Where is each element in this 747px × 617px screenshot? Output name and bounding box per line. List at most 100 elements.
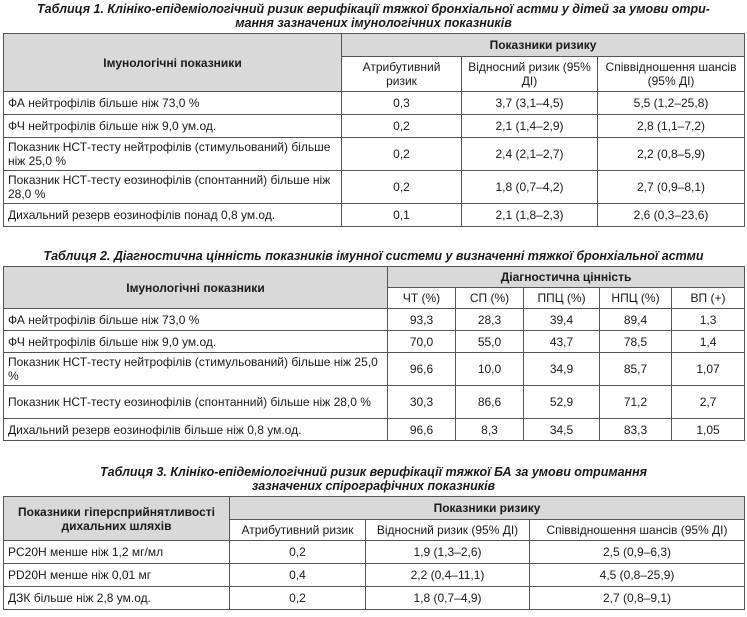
cell-value: 96,6 bbox=[387, 418, 456, 441]
cell-value: 1,05 bbox=[670, 418, 746, 441]
cell-rr: 1,9 (1,3–2,6) bbox=[365, 540, 530, 564]
table-row: PD20H менше ніж 0,01 мг 0,4 2,2 (0,4–11,… bbox=[3, 563, 745, 587]
cell-or: 2,6 (0,3–23,6) bbox=[597, 203, 745, 227]
row-label: Дихальний резерв еозинофілів понад 0,8 у… bbox=[3, 203, 342, 227]
row-label: ФЧ нейтрофілів більше ніж 9,0 ум.од. bbox=[3, 330, 388, 353]
table3-caption: Таблиця 3. Клініко-епідеміологічний ризи… bbox=[0, 465, 747, 493]
cell-rr: 2,1 (1,8–2,3) bbox=[461, 203, 598, 227]
table-row: Показник НСТ-тесту нейтрофілів (стимульо… bbox=[3, 352, 746, 386]
table1-caption-line1: Таблиця 1. Клініко-епідеміологічний ризи… bbox=[37, 2, 710, 16]
cell-value: 55,0 bbox=[455, 330, 524, 353]
cell-rr: 3,7 (3,1–4,5) bbox=[461, 91, 598, 115]
table1-group-header: Показники ризику bbox=[341, 33, 745, 57]
cell-value: 89,4 bbox=[599, 308, 672, 331]
cell-ar: 0,2 bbox=[341, 114, 462, 138]
cell-value: 78,5 bbox=[599, 330, 672, 353]
row-label: Показник НСТ-тесту еозинофілів (спонтанн… bbox=[3, 170, 342, 204]
cell-rr: 2,1 (1,4–2,9) bbox=[461, 114, 598, 138]
row-label: Показник НСТ-тесту нейтрофілів (стимульо… bbox=[3, 352, 388, 386]
cell-value: 1,3 bbox=[670, 308, 746, 331]
row-label: ФА нейтрофілів більше ніж 73,0 % bbox=[3, 91, 342, 115]
cell-or: 2,7 (0,8–9,1) bbox=[529, 586, 745, 610]
cell-value: 52,9 bbox=[523, 385, 600, 419]
cell-ar: 0,1 bbox=[341, 203, 462, 227]
table-row: ДЗК більше ніж 2,8 ум.од. 0,2 1,8 (0,7–4… bbox=[3, 586, 745, 610]
cell-or: 5,5 (1,2–25,8) bbox=[597, 91, 745, 115]
table3-col-header: Атрибутивний ризик bbox=[229, 519, 366, 541]
cell-ar: 0,3 bbox=[341, 91, 462, 115]
table2-col-header: НПЦ (%) bbox=[599, 287, 672, 309]
row-label: Показник НСТ-тесту нейтрофілів (стимульо… bbox=[3, 137, 342, 171]
cell-rr: 2,2 (0,4–11,1) bbox=[365, 563, 530, 587]
cell-value: 85,7 bbox=[599, 352, 672, 386]
table3-row-header: Показники гіперсприйнятливості дихальних… bbox=[3, 496, 230, 541]
table2-col-header: ЧТ (%) bbox=[387, 287, 456, 309]
table1-row-header: Імунологічні показники bbox=[3, 33, 342, 92]
cell-value: 39,4 bbox=[523, 308, 600, 331]
cell-ar: 0,2 bbox=[229, 540, 366, 564]
table-row: Показник НСТ-тесту нейтрофілів (стимульо… bbox=[3, 137, 745, 171]
table2-group-header: Діагностична цінність bbox=[386, 266, 746, 288]
row-label: Показник НСТ-тесту еозинофілів (спонтанн… bbox=[3, 385, 388, 419]
row-label: ФА нейтрофілів більше ніж 73,0 % bbox=[3, 308, 388, 331]
table-row: PC20H менше ніж 1,2 мг/мл 0,2 1,9 (1,3–2… bbox=[3, 540, 745, 564]
table2: Імунологічні показники Діагностична цінн… bbox=[3, 266, 746, 441]
table-row: ФЧ нейтрофілів більше ніж 9,0 ум.од. 0,2… bbox=[3, 114, 745, 138]
row-label: PD20H менше ніж 0,01 мг bbox=[3, 563, 230, 587]
table1: Імунологічні показники Показники ризику … bbox=[3, 33, 745, 227]
table-row: Дихальний резерв еозинофілів понад 0,8 у… bbox=[3, 203, 745, 227]
table2-col-header: ППЦ (%) bbox=[523, 287, 600, 309]
cell-value: 1,4 bbox=[670, 330, 746, 353]
table3-col-header: Відносний ризик (95% ДІ) bbox=[365, 519, 530, 541]
cell-or: 2,7 (0,9–8,1) bbox=[597, 170, 745, 204]
table3-caption-line2: зазначених спірографічних показників bbox=[251, 479, 496, 493]
cell-value: 83,3 bbox=[599, 418, 672, 441]
cell-value: 30,3 bbox=[387, 385, 456, 419]
cell-value: 10,0 bbox=[455, 352, 524, 386]
table3-col-header: Співвідношення шансів (95% ДІ) bbox=[529, 519, 745, 541]
cell-rr: 1,8 (0,7–4,2) bbox=[461, 170, 598, 204]
cell-value: 1,07 bbox=[670, 352, 746, 386]
table2-col-header: ВП (+) bbox=[670, 287, 746, 309]
table-row: ФА нейтрофілів більше ніж 73,0 % 0,3 3,7… bbox=[3, 91, 745, 115]
cell-or: 4,5 (0,8–25,9) bbox=[529, 563, 745, 587]
table-row: ФА нейтрофілів більше ніж 73,0 % 93,3 28… bbox=[3, 308, 746, 331]
table-row: Показник НСТ-тесту еозинофілів (спонтанн… bbox=[3, 385, 746, 419]
table-row: ФЧ нейтрофілів більше ніж 9,0 ум.од. 70,… bbox=[3, 330, 746, 353]
cell-value: 34,9 bbox=[523, 352, 600, 386]
table2-col-header: СП (%) bbox=[455, 287, 524, 309]
cell-value: 93,3 bbox=[387, 308, 456, 331]
table1-col-header: Відносний ризик (95% ДІ) bbox=[461, 56, 598, 92]
cell-rr: 2,4 (2,1–2,7) bbox=[461, 137, 598, 171]
cell-ar: 0,2 bbox=[229, 586, 366, 610]
cell-rr: 1,8 (0,7–4,9) bbox=[365, 586, 530, 610]
row-label: ДЗК більше ніж 2,8 ум.од. bbox=[3, 586, 230, 610]
row-label: ФЧ нейтрофілів більше ніж 9,0 ум.од. bbox=[3, 114, 342, 138]
table2-row-header: Імунологічні показники bbox=[3, 266, 388, 309]
table1-caption-line2: мання зазначених імунологічних показникі… bbox=[235, 16, 512, 30]
cell-ar: 0,2 bbox=[341, 137, 462, 171]
table3-group-header: Показники ризику bbox=[229, 496, 745, 520]
cell-ar: 0,2 bbox=[341, 170, 462, 204]
cell-value: 70,0 bbox=[387, 330, 456, 353]
cell-value: 96,6 bbox=[387, 352, 456, 386]
cell-or: 2,5 (0,9–6,3) bbox=[529, 540, 745, 564]
row-label: PC20H менше ніж 1,2 мг/мл bbox=[3, 540, 230, 564]
table1-caption: Таблиця 1. Клініко-епідеміологічний ризи… bbox=[0, 2, 747, 30]
cell-ar: 0,4 bbox=[229, 563, 366, 587]
row-label: Дихальний резерв еозинофілів більше ніж … bbox=[3, 418, 388, 441]
table-row: Дихальний резерв еозинофілів більше ніж … bbox=[3, 418, 746, 441]
table1-col-header: Співвідношення шансів (95% ДІ) bbox=[597, 56, 745, 92]
table3-caption-line1: Таблиця 3. Клініко-епідеміологічний ризи… bbox=[99, 465, 647, 479]
cell-value: 28,3 bbox=[455, 308, 524, 331]
cell-value: 43,7 bbox=[523, 330, 600, 353]
cell-value: 86,6 bbox=[455, 385, 524, 419]
table-row: Показник НСТ-тесту еозинофілів (спонтанн… bbox=[3, 170, 745, 204]
cell-value: 2,7 bbox=[670, 385, 746, 419]
table1-col-header: Атрибутивний ризик bbox=[341, 56, 462, 92]
cell-or: 2,8 (1,1–7,2) bbox=[597, 114, 745, 138]
cell-value: 8,3 bbox=[455, 418, 524, 441]
table3: Показники гіперсприйнятливості дихальних… bbox=[3, 496, 745, 610]
table2-caption: Таблиця 2. Діагностична цінність показни… bbox=[43, 249, 704, 263]
cell-value: 71,2 bbox=[599, 385, 672, 419]
